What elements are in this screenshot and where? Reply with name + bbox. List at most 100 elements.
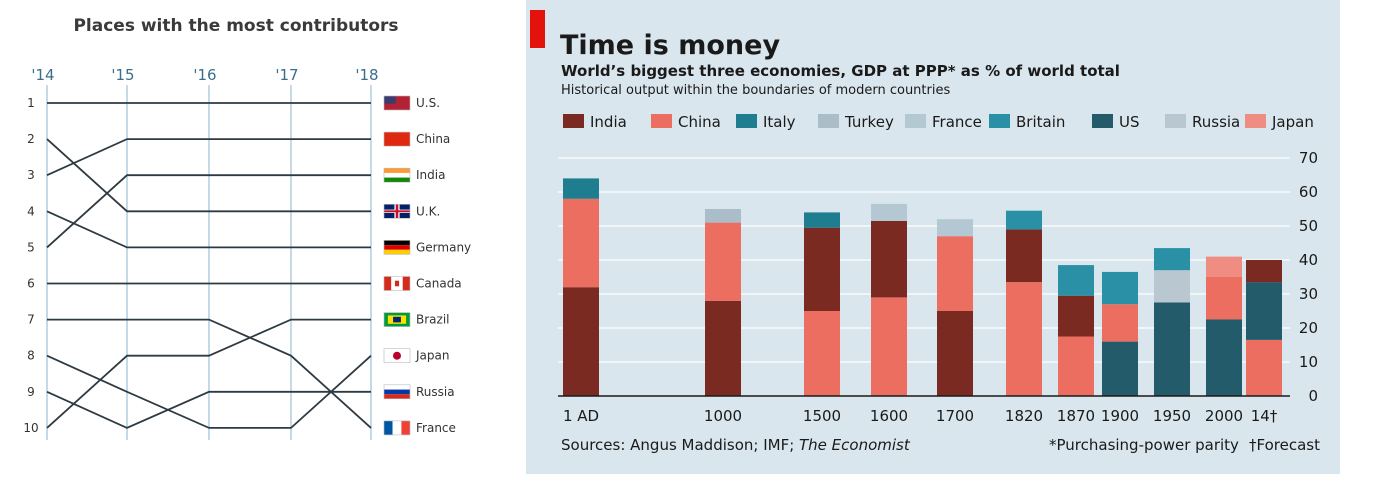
bar-segment — [871, 220, 907, 298]
year-label: '15 — [111, 66, 134, 84]
bar-chart-subtitle-2: Historical output within the boundaries … — [561, 83, 950, 98]
bar-segment — [705, 209, 741, 223]
bar-segment — [871, 203, 907, 221]
bar-segment — [804, 311, 840, 396]
country-label: Russia — [416, 385, 455, 399]
country-label: U.S. — [416, 96, 440, 110]
bar-chart-subtitle: World’s biggest three economies, GDP at … — [561, 62, 1120, 80]
x-tick-label: 1000 — [704, 407, 742, 425]
bar-segment — [1058, 295, 1094, 337]
bar-segment — [804, 227, 840, 311]
bar-segment — [1058, 336, 1094, 396]
y-tick-label: 50 — [1299, 217, 1318, 235]
y-tick-label: 30 — [1299, 285, 1318, 303]
x-tick-label: 1700 — [936, 407, 974, 425]
x-tick-label: 1500 — [803, 407, 841, 425]
rank-label: 3 — [27, 168, 35, 182]
bar-segment — [804, 212, 840, 228]
x-tick-label: 14† — [1251, 407, 1278, 425]
legend-item: India — [563, 113, 627, 131]
country-label: Brazil — [416, 313, 450, 327]
legend-swatch — [905, 114, 926, 128]
bar-segment — [1246, 282, 1282, 340]
x-tick-label: 1 AD — [563, 407, 599, 425]
legend-swatch — [1245, 114, 1266, 128]
country-label: France — [416, 421, 456, 435]
year-label: '18 — [355, 66, 378, 84]
flag-icon — [383, 167, 411, 183]
flag-icon — [383, 420, 411, 436]
bar-segment — [1102, 271, 1138, 305]
rank-label: 2 — [27, 132, 35, 146]
rank-line — [47, 318, 372, 429]
year-label: '16 — [193, 66, 216, 84]
flag-icon — [383, 95, 411, 111]
country-label: Japan — [415, 349, 449, 363]
footnote-forecast: †Forecast — [1249, 436, 1320, 454]
legend-label: Japan — [1271, 113, 1314, 131]
bar-segment — [937, 219, 973, 237]
bar-segment — [1206, 277, 1242, 320]
country-label: India — [416, 168, 445, 182]
legend-swatch — [563, 114, 584, 128]
flag-icon — [383, 276, 411, 291]
country-label: U.K. — [416, 204, 440, 218]
flag-icon — [383, 348, 411, 364]
bar-segment — [1006, 210, 1042, 230]
legend-swatch — [1092, 114, 1113, 128]
legend-swatch — [736, 114, 757, 128]
bar-segment — [871, 297, 907, 396]
sources-note: Sources: Angus Maddison; IMF; The Econom… — [561, 436, 911, 454]
legend-label: Russia — [1192, 113, 1240, 131]
legend-item: Britain — [989, 113, 1065, 131]
flag-icon — [383, 312, 411, 327]
x-tick-label: 1870 — [1057, 407, 1095, 425]
bar-segment — [1154, 270, 1190, 303]
bar-segment — [1154, 248, 1190, 271]
rank-line — [46, 390, 371, 429]
year-label: '14 — [31, 66, 54, 84]
bump-chart-title: Places with the most contributors — [73, 16, 398, 36]
y-tick-label: 70 — [1299, 149, 1318, 167]
y-tick-label: 20 — [1299, 319, 1318, 337]
rank-label: 4 — [27, 204, 35, 218]
bar-segment — [563, 178, 599, 199]
rank-line — [46, 354, 372, 429]
legend-item: Italy — [736, 113, 796, 131]
legend-item: Turkey — [818, 113, 894, 131]
bar-segment — [1102, 341, 1138, 396]
legend-item: France — [905, 113, 982, 131]
bar-segment — [1246, 339, 1282, 396]
legend-label: Italy — [763, 113, 796, 131]
legend-item: China — [651, 113, 721, 131]
bar-segment — [1006, 229, 1042, 283]
legend-swatch — [818, 114, 839, 128]
legend-label: US — [1119, 113, 1140, 131]
legend-label: India — [590, 113, 627, 131]
rank-label: 7 — [27, 313, 35, 327]
legend-label: China — [678, 113, 721, 131]
legend-item: US — [1092, 113, 1140, 131]
y-tick-label: 0 — [1308, 387, 1318, 405]
rank-label: 1 — [27, 96, 35, 110]
bar-segment — [937, 236, 973, 311]
bar-segment — [705, 300, 741, 396]
x-tick-label: 1600 — [870, 407, 908, 425]
country-label: Canada — [416, 277, 462, 291]
flag-icon — [383, 384, 411, 400]
legend-item: Russia — [1165, 113, 1240, 131]
x-tick-label: 1950 — [1153, 407, 1191, 425]
country-label: China — [416, 132, 450, 146]
legend-item: Japan — [1245, 113, 1314, 131]
bump-chart: Places with the most contributors '14 '15… — [23, 16, 471, 440]
bar-segment — [1154, 302, 1190, 396]
bar-segment — [1246, 260, 1282, 283]
legend-swatch — [989, 114, 1010, 128]
x-tick-label: 1900 — [1101, 407, 1139, 425]
bar-segment — [563, 287, 599, 396]
y-tick-label: 40 — [1299, 251, 1318, 269]
rank-line — [46, 138, 371, 177]
rank-label: 10 — [23, 421, 38, 435]
bar-segment — [705, 222, 741, 301]
